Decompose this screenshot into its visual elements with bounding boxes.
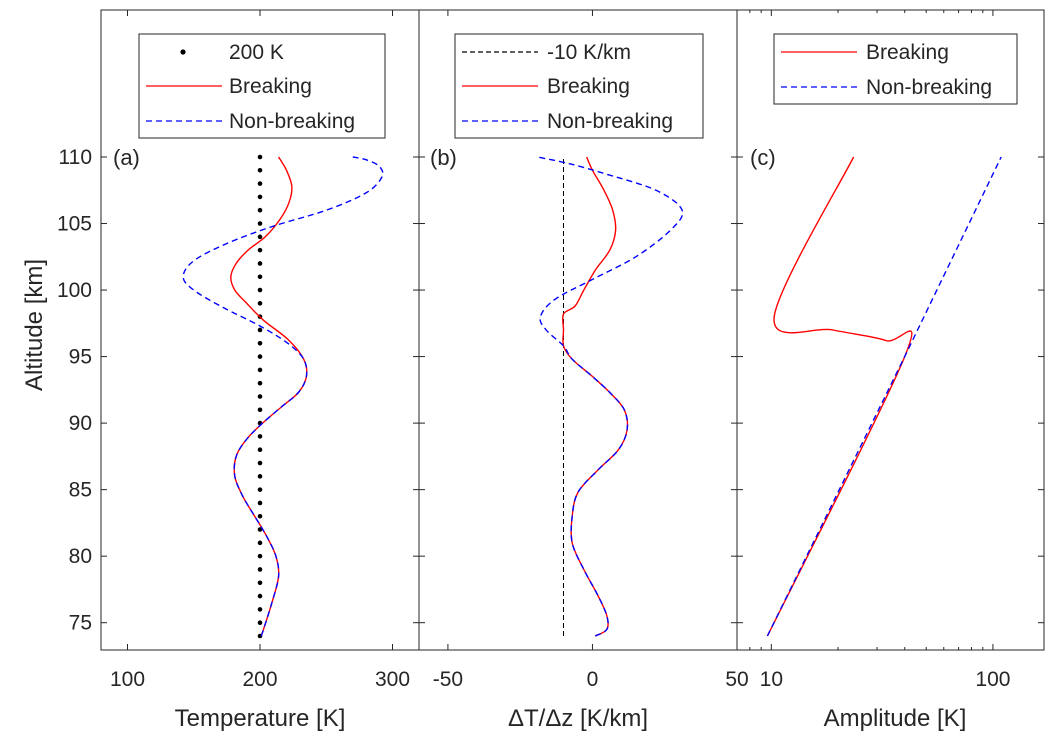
- panel-a-series-200-k-point: [257, 301, 263, 306]
- y-tick-label: 105: [57, 213, 92, 236]
- panel-a-series-200-k-point: [257, 194, 263, 200]
- panel-b-legend-item-breaking: Breaking: [547, 75, 630, 98]
- panel-a-series-200-k-point: [257, 513, 263, 519]
- panel-b-x-tick-label: 50: [725, 668, 748, 691]
- panel-b: -50 0 50 (b) ΔT/Δz [K/km] -10 K/km Breakin…: [418, 9, 749, 732]
- panel-a-legend: 200 K Breaking Non-breaking: [138, 33, 386, 139]
- panel-a-series-breaking: [230, 156, 308, 637]
- y-tick-label: 100: [57, 279, 92, 302]
- panel-b-x-axis-title: ΔT/Δz [K/km]: [508, 705, 648, 732]
- panel-a-series-non-breaking: [182, 156, 384, 637]
- panel-a-series-200-k-point: [257, 447, 263, 453]
- y-tick-label: 95: [69, 346, 92, 369]
- panel-c-x-axis-title: Amplitude [K]: [824, 705, 967, 732]
- panel-b-ticks: -50 0 50: [419, 10, 749, 691]
- panel-c-series-breaking: [766, 156, 913, 637]
- panel-a-series-200-k-point: [257, 620, 263, 625]
- panel-b-x-tick-label: -50: [433, 668, 463, 691]
- panel-a-series-200-k-point: [257, 221, 263, 226]
- panel-a-series-200-k-point: [257, 261, 263, 266]
- panel-a-label: (a): [113, 145, 140, 170]
- panel-c-series: [766, 156, 1002, 637]
- y-tick-label: 110: [59, 146, 92, 169]
- panel-a-series-200-k-point: [257, 247, 263, 253]
- y-tick-label: 75: [69, 612, 92, 635]
- panel-b-legend: -10 K/km Breaking Non-breaking: [454, 33, 704, 139]
- panel-c: 10 100 (c) Amplitude [K] Breaking Non-bre…: [736, 9, 1045, 732]
- panel-a-x-tick-label: 200: [242, 668, 277, 691]
- panel-a-legend-marker-200k: [180, 49, 186, 55]
- panel-c-ticks: 10 100: [736, 10, 1044, 691]
- panel-a-series-200-k-point: [257, 274, 263, 280]
- y-tick-label: 80: [69, 545, 92, 568]
- panel-a-x-axis-title: Temperature [K]: [175, 705, 346, 732]
- y-tick-label: 85: [69, 479, 92, 502]
- panel-a-series-200-k-point: [257, 593, 263, 599]
- panel-b-x-tick-label: 0: [587, 668, 599, 691]
- panel-a: 75 80 85 90 95 100 105 110 100 200 300 (a) Tempera…: [57, 9, 420, 732]
- panel-a-series-200-k-point: [257, 580, 263, 586]
- panel-c-x-tick-label: 10: [760, 668, 783, 691]
- panel-a-series-200-k-point: [257, 154, 263, 160]
- panel-b-legend-item-nonbreaking: Non-breaking: [547, 110, 673, 133]
- panel-a-series-200-k-point: [257, 487, 263, 492]
- panel-a-x-tick-label: 300: [375, 668, 410, 691]
- panel-a-series-200-k-point: [257, 207, 263, 213]
- panel-a-series-200-k-point: [257, 434, 263, 439]
- panel-a-series-200-k-point: [257, 234, 263, 240]
- panel-a-series-200-k-point: [257, 500, 263, 506]
- panel-c-legend-item-breaking: Breaking: [866, 41, 949, 64]
- panel-c-legend-box: [773, 33, 1018, 105]
- panel-a-series-200-k-point: [257, 553, 263, 559]
- panel-a-series-200-k-point: [257, 407, 263, 413]
- panel-a-ticks: 75 80 85 90 95 100 105 110 100 200 300: [57, 10, 419, 691]
- panel-b-legend-item-ref: -10 K/km: [547, 41, 631, 64]
- panel-a-series-200-k-point: [257, 460, 263, 466]
- panel-a-series-200-k-point: [257, 567, 263, 572]
- panel-a-legend-item-nonbreaking: Non-breaking: [229, 110, 355, 133]
- panel-a-series-200-k-point: [257, 607, 263, 612]
- panel-a-series-200-k-point: [257, 540, 263, 546]
- panel-a-series: [182, 154, 384, 639]
- panel-a-series-200-k-point: [257, 168, 263, 173]
- panel-c-frame: [736, 9, 1045, 651]
- panel-a-series-200-k-point: [257, 181, 263, 186]
- panel-a-x-tick-label: 100: [110, 668, 145, 691]
- panel-b-series: [537, 156, 684, 637]
- panel-c-legend-item-nonbreaking: Non-breaking: [866, 76, 992, 99]
- panel-a-series-200-k-point: [257, 527, 263, 532]
- panel-b-series-breaking: [561, 156, 629, 637]
- panel-c-x-tick-label: 100: [975, 668, 1010, 691]
- panel-a-series-200-k-point: [257, 367, 263, 373]
- panel-b-label: (b): [430, 145, 457, 170]
- panel-c-series-non-breaking: [766, 156, 1002, 637]
- panel-a-series-200-k-point: [257, 474, 263, 479]
- panel-c-legend: Breaking Non-breaking: [773, 33, 1018, 105]
- panel-b-series-non-breaking: [537, 156, 684, 637]
- panel-a-series-200-k-point: [257, 354, 263, 359]
- panel-a-legend-item-200k: 200 K: [229, 41, 284, 64]
- panel-a-series-200-k-point: [257, 380, 263, 386]
- y-tick-label: 90: [69, 412, 92, 435]
- panel-a-series-200-k-point: [257, 394, 263, 399]
- panel-c-label: (c): [750, 145, 776, 170]
- panel-a-series-200-k-point: [257, 287, 263, 293]
- panel-a-series-200-k-point: [257, 340, 263, 346]
- panel-a-series-200-k-point: [257, 327, 263, 333]
- y-axis-title: Altitude [km]: [21, 259, 48, 391]
- panel-a-legend-item-breaking: Breaking: [229, 75, 312, 98]
